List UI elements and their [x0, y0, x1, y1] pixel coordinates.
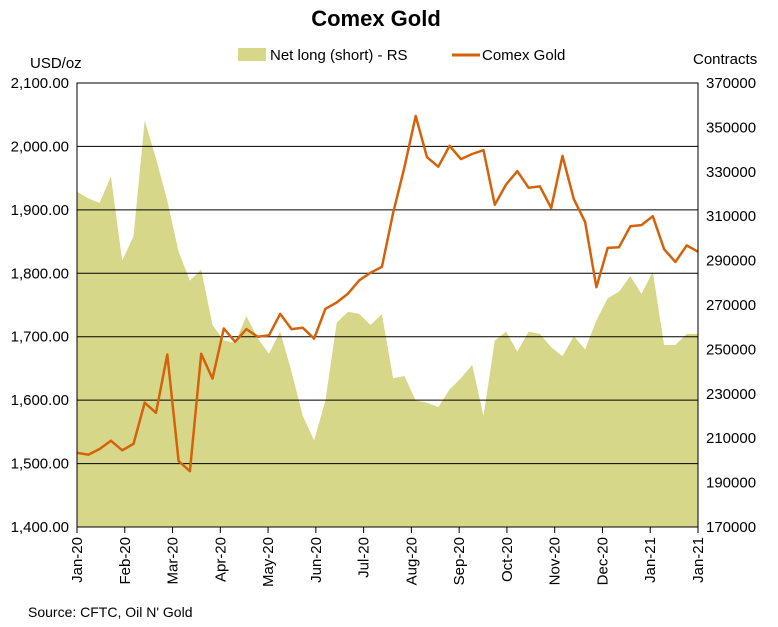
- comex-gold-line: [76, 114, 699, 473]
- x-tick-label: Jan-21: [690, 537, 707, 583]
- x-tick-label: Jul-20: [356, 537, 373, 578]
- left-tick-label: 1,400.00: [11, 519, 69, 536]
- left-tick-label: 1,700.00: [11, 329, 69, 346]
- left-axis-title: USD/oz: [30, 55, 82, 72]
- x-tick-label: Apr-20: [212, 537, 229, 582]
- plot-frame: [76, 82, 699, 528]
- legend-swatch-net-long: [238, 48, 266, 61]
- x-tick-label: Sep-20: [451, 537, 468, 585]
- left-tick-label: 1,600.00: [11, 392, 69, 409]
- right-tick-label: 330000: [706, 164, 756, 181]
- x-tick-label: Dec-20: [595, 537, 612, 585]
- area-layer: [77, 120, 698, 527]
- left-tick-label: 1,500.00: [11, 456, 69, 473]
- chart-title: Comex Gold: [311, 6, 441, 31]
- left-tick-label: 1,800.00: [11, 265, 69, 282]
- x-tick-label: Feb-20: [117, 537, 134, 585]
- label-layer: 1,400.00 1,500.00 1,600.00 1,700.00 1,800.00…: [11, 75, 756, 587]
- x-tick-label: Aug-20: [403, 537, 420, 585]
- source-note: Source: CFTC, Oil N' Gold: [28, 604, 193, 620]
- right-tick-label: 270000: [706, 297, 756, 314]
- line-layer: [76, 114, 699, 473]
- x-tick-label: Mar-20: [165, 537, 182, 585]
- right-tick-label: 290000: [706, 253, 756, 270]
- x-tick-label: Nov-20: [547, 537, 564, 585]
- right-tick-label: 170000: [706, 519, 756, 536]
- right-tick-label: 230000: [706, 386, 756, 403]
- left-tick-label: 2,100.00: [11, 75, 69, 92]
- right-tick-label: 250000: [706, 341, 756, 358]
- right-tick-label: 210000: [706, 430, 756, 447]
- left-tick-label: 1,900.00: [11, 202, 69, 219]
- legend: Net long (short) - RS Comex Gold: [238, 47, 565, 64]
- net-long-area: [77, 120, 698, 527]
- right-tick-label: 350000: [706, 119, 756, 136]
- right-tick-label: 370000: [706, 75, 756, 92]
- x-tick-label: May-20: [260, 537, 277, 587]
- x-tick-label: Oct-20: [499, 537, 516, 582]
- x-tick-label: Jan-21: [642, 537, 659, 583]
- legend-label-net-long: Net long (short) - RS: [270, 47, 408, 64]
- legend-label-comex-gold: Comex Gold: [482, 47, 565, 64]
- x-tick-label: Jun-20: [308, 537, 325, 583]
- right-tick-label: 190000: [706, 475, 756, 492]
- right-axis-title: Contracts: [693, 51, 757, 68]
- right-tick-label: 310000: [706, 208, 756, 225]
- left-tick-label: 2,000.00: [11, 138, 69, 155]
- x-tick-label: Jan-20: [69, 537, 86, 583]
- axis-layer: [76, 82, 699, 533]
